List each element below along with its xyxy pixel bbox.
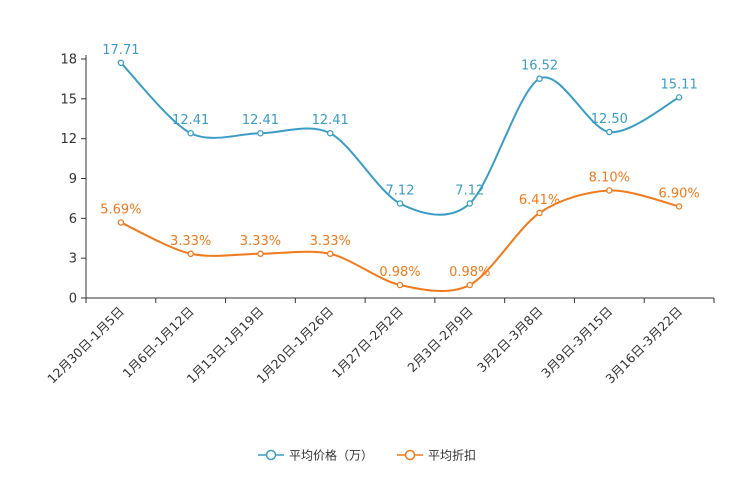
data-label: 17.71: [102, 43, 139, 58]
data-point[interactable]: [326, 250, 334, 258]
data-point[interactable]: [117, 219, 125, 226]
axes: 036912151812月30日-1月5日1月6日-1月12日1月13日-1月1…: [44, 53, 715, 387]
data-label: 8.10%: [589, 170, 630, 185]
data-label: 15.11: [661, 77, 698, 92]
x-category-label: 1月20日-1月26日: [253, 304, 336, 387]
data-label: 3.33%: [170, 234, 211, 249]
y-tick-label: 6: [69, 212, 77, 227]
x-category-label: 1月6日-1月12日: [120, 304, 197, 381]
data-label: 3.33%: [240, 234, 281, 249]
data-point[interactable]: [187, 250, 194, 258]
y-tick-label: 15: [60, 92, 77, 107]
data-point[interactable]: [466, 200, 474, 207]
series-lines: [117, 59, 683, 292]
y-tick-label: 3: [69, 252, 77, 267]
data-label: 5.69%: [100, 202, 141, 217]
y-tick-label: 0: [69, 292, 77, 307]
x-category-label: 12月30日-1月5日: [44, 304, 127, 387]
data-label: 12.41: [242, 113, 279, 128]
y-tick-label: 9: [69, 172, 77, 187]
data-point[interactable]: [257, 129, 264, 137]
x-category-label: 3月9日-3月15日: [538, 304, 615, 381]
data-point[interactable]: [257, 250, 264, 258]
data-label: 12.50: [591, 112, 628, 127]
data-point[interactable]: [606, 187, 613, 194]
legend-label: 平均折扣: [428, 448, 476, 463]
data-point[interactable]: [326, 129, 334, 137]
data-point[interactable]: [187, 129, 194, 137]
data-point[interactable]: [606, 128, 613, 136]
data-label: 7.12: [455, 183, 484, 198]
y-tick-label: 18: [60, 53, 77, 68]
x-category-label: 2月3日-2月9日: [404, 304, 476, 376]
data-label: 6.90%: [658, 186, 699, 201]
series-line-1: [120, 62, 680, 216]
x-category-label: 3月2日-3月8日: [474, 304, 546, 376]
data-label: 6.41%: [519, 193, 560, 208]
data-label: 12.41: [312, 113, 349, 128]
data-label: 3.33%: [310, 234, 351, 249]
data-label: 12.41: [172, 113, 209, 128]
legend-label: 平均价格（万）: [289, 448, 373, 463]
data-label: 0.98%: [449, 265, 490, 280]
data-label: 0.98%: [379, 265, 420, 280]
legend-item-2[interactable]: 平均折扣: [397, 448, 476, 463]
data-point[interactable]: [536, 75, 543, 82]
x-category-label: 3月16日-3月22日: [602, 304, 685, 387]
x-category-label: 1月27日-2月2日: [329, 304, 406, 381]
legend-item-1[interactable]: 平均价格（万）: [258, 448, 373, 463]
data-point[interactable]: [675, 203, 683, 210]
data-point[interactable]: [536, 209, 543, 217]
data-label: 7.12: [386, 183, 415, 198]
data-point[interactable]: [466, 281, 474, 289]
data-point[interactable]: [396, 200, 404, 207]
legend-marker-icon: [265, 449, 277, 461]
data-point[interactable]: [117, 59, 125, 67]
data-label: 16.52: [521, 59, 558, 74]
data-labels: 17.71 12.41 12.41 12.41 7.12 7.12 16.52 12.50 15…: [100, 43, 700, 280]
data-point[interactable]: [396, 281, 404, 289]
data-point[interactable]: [675, 94, 683, 101]
y-tick-label: 12: [60, 132, 77, 147]
legend-marker-icon: [404, 449, 416, 461]
legend[interactable]: 平均价格（万） 平均折扣: [258, 448, 476, 463]
